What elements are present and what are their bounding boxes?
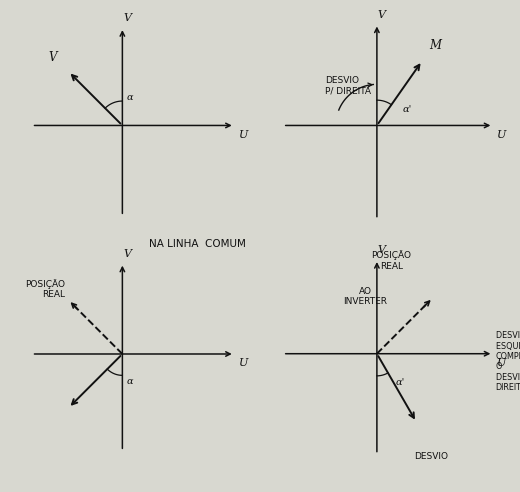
Text: V: V [123,13,131,24]
Text: NA LINHA  COMUM: NA LINHA COMUM [149,239,246,248]
Text: α: α [127,377,133,386]
Text: DESVIO PARA
ESQUERDA QUE
COMPENSA
O
DESVIO PARA
DIREITA: DESVIO PARA ESQUERDA QUE COMPENSA O DESV… [496,331,520,392]
Text: U: U [239,358,248,368]
Text: POSIÇÃO
REAL: POSIÇÃO REAL [371,250,411,271]
Text: U: U [497,130,506,140]
Text: DESVIO
P/ DIREITA: DESVIO P/ DIREITA [326,76,371,95]
Text: V: V [48,51,57,64]
Text: α': α' [396,378,405,387]
Text: M: M [430,38,441,52]
Text: AO
INVERTER: AO INVERTER [343,287,387,307]
Text: α': α' [402,105,411,114]
Text: DESVIO: DESVIO [414,452,448,461]
Text: V: V [123,249,131,259]
Text: α: α [127,92,133,102]
Text: POSIÇÃO
REAL: POSIÇÃO REAL [25,279,65,299]
Text: V: V [378,245,386,255]
Text: U: U [497,358,506,368]
Text: V: V [378,10,386,20]
Text: U: U [239,129,248,140]
